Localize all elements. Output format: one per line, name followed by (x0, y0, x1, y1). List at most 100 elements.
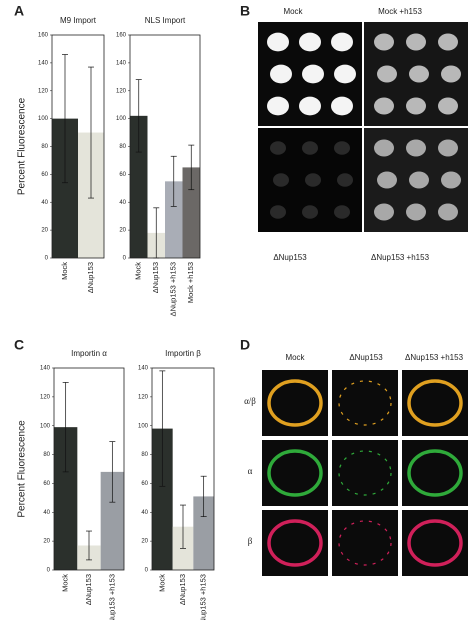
micrograph (332, 440, 398, 506)
panel-label: B (240, 3, 250, 19)
cell (302, 141, 318, 155)
x-tick-label: Mock (61, 574, 70, 592)
column-label: ΔNup153 +h153 (405, 353, 464, 362)
x-tick-label: Mock +h153 (186, 262, 195, 303)
micrograph (332, 370, 398, 436)
y-tick-label: 160 (38, 33, 49, 39)
cell (334, 141, 350, 155)
bar (100, 471, 124, 570)
cell (374, 203, 394, 221)
cell (374, 139, 394, 157)
cell (270, 205, 286, 219)
x-tick-label: ΔNup153 (178, 574, 187, 605)
plot-frame (51, 34, 105, 259)
plot-frame (53, 367, 125, 571)
y-tick-label: 20 (41, 228, 48, 234)
nuclear-rim (338, 450, 392, 496)
x-tick-label: Mock (134, 262, 143, 280)
y-tick-label: 60 (43, 481, 50, 487)
chart-title: M9 Import (60, 16, 97, 25)
y-tick-label: 80 (41, 144, 48, 150)
cell (377, 65, 397, 83)
cell (273, 173, 289, 187)
bar (182, 167, 200, 258)
cell (441, 171, 461, 189)
nuclear-rim (338, 520, 392, 566)
y-tick-label: 40 (41, 200, 48, 206)
bar (54, 427, 78, 570)
x-tick-label: ΔNup153 +h153 (169, 262, 178, 316)
error-bar (62, 382, 69, 473)
cell (374, 33, 394, 51)
y-tick-label: 60 (141, 481, 148, 487)
y-tick-label: 20 (141, 539, 148, 545)
cell (331, 32, 353, 52)
error-bar (200, 475, 207, 517)
y-tick-label: 40 (43, 510, 50, 516)
cell (270, 141, 286, 155)
column-label: Mock (285, 353, 305, 362)
nuclear-rim (407, 519, 463, 567)
nuclear-rim (407, 379, 463, 427)
y-tick-label: 60 (41, 172, 48, 178)
cell (334, 64, 356, 84)
y-tick-label: 100 (40, 423, 51, 429)
bar (165, 181, 183, 258)
chart-title: Importin α (71, 349, 107, 358)
error-bar (180, 504, 186, 549)
cell (299, 32, 321, 52)
cell (409, 171, 429, 189)
micrograph (332, 510, 398, 576)
cell (406, 139, 426, 157)
cell (267, 32, 289, 52)
panel-label: A (14, 3, 24, 19)
error-bar (109, 441, 116, 503)
y-axis-label: Percent Fluorescence (17, 420, 28, 518)
cell (438, 97, 458, 115)
chart-title: Importin β (165, 349, 201, 358)
error-bar (88, 66, 94, 199)
cell (302, 205, 318, 219)
nuclear-rim (267, 449, 323, 497)
x-tick-label: ΔNup153 +h153 (107, 574, 116, 620)
cell (377, 171, 397, 189)
cell (331, 96, 353, 116)
micrograph-label: Mock (283, 7, 303, 16)
cell (299, 96, 321, 116)
y-tick-label: 100 (116, 116, 127, 122)
y-tick-label: 80 (141, 452, 148, 458)
cell (438, 203, 458, 221)
y-tick-label: 100 (38, 116, 49, 122)
bar (152, 428, 173, 570)
chart-title: NLS Import (145, 16, 186, 25)
y-tick-label: 40 (119, 200, 126, 206)
cell (374, 97, 394, 115)
cell (267, 96, 289, 116)
y-tick-label: 120 (40, 394, 51, 400)
column-label: ΔNup153 (349, 353, 383, 362)
row-label: β (248, 536, 253, 546)
y-tick-label: 120 (38, 88, 49, 94)
y-tick-label: 80 (119, 144, 126, 150)
x-tick-label: Mock (60, 262, 69, 280)
x-tick-label: ΔNup153 (84, 574, 93, 605)
y-tick-label: 0 (145, 568, 149, 574)
y-tick-label: 100 (138, 423, 149, 429)
cell (302, 64, 324, 84)
cell (438, 139, 458, 157)
error-bar (86, 530, 92, 561)
nuclear-rim (267, 519, 323, 567)
y-tick-label: 0 (47, 568, 51, 574)
cell (406, 203, 426, 221)
cell (334, 205, 350, 219)
cell (406, 33, 426, 51)
y-tick-label: 140 (138, 366, 149, 372)
cell (438, 33, 458, 51)
micrograph-label: ΔNup153 +h153 (371, 253, 430, 262)
panel-label: D (240, 337, 250, 353)
cell (409, 65, 429, 83)
y-tick-label: 140 (116, 60, 127, 66)
y-tick-label: 20 (43, 539, 50, 545)
y-tick-label: 0 (45, 256, 49, 262)
